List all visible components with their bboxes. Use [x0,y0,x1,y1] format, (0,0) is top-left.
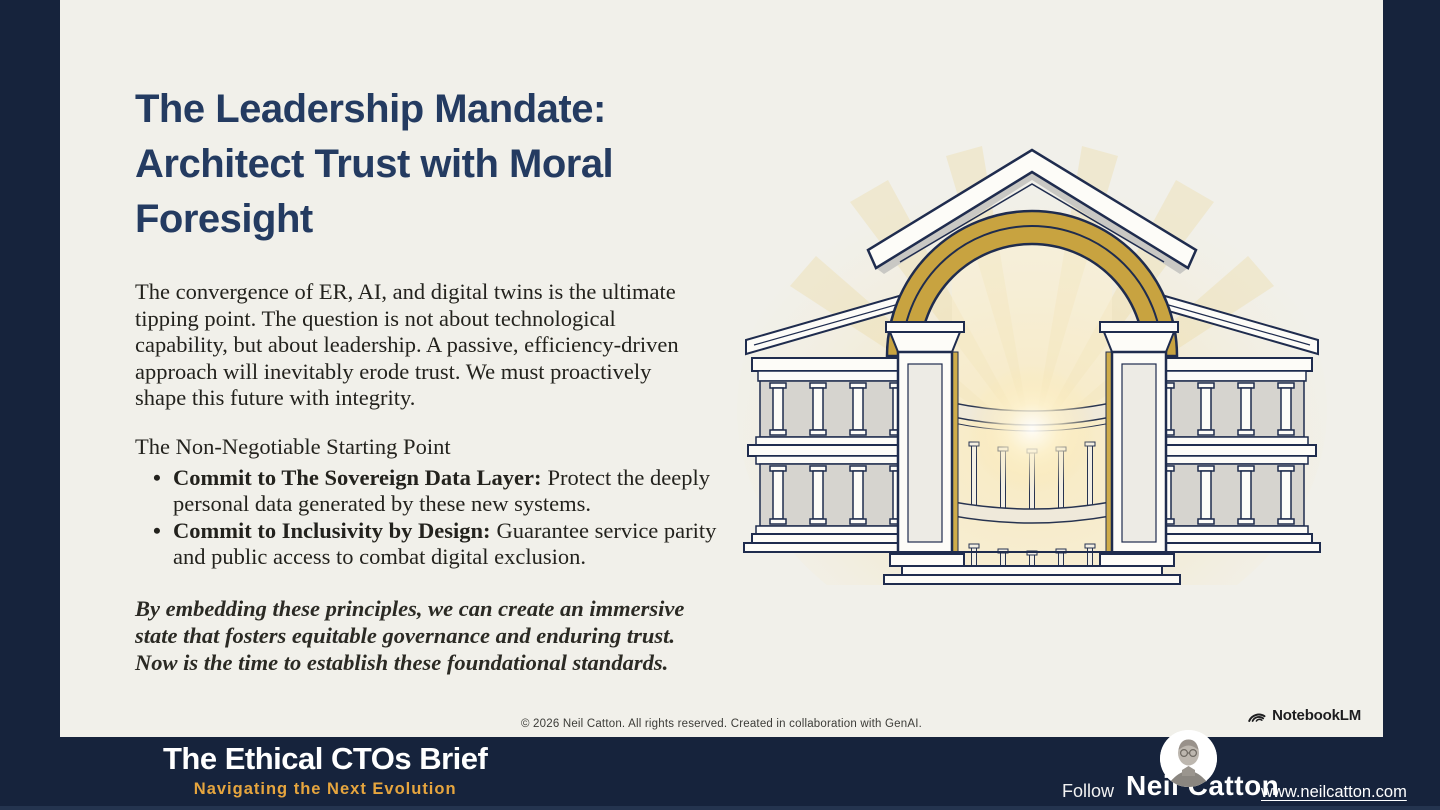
brand-title: The Ethical CTOs Brief [163,741,488,776]
notebooklm-label: NotebookLM [1272,707,1361,724]
right-pillar [1099,321,1179,567]
intro-paragraph: The convergence of ER, AI, and digital t… [135,279,679,411]
building-illustration [737,146,1327,585]
left-pillar [885,321,965,567]
follow-label: Follow [1062,781,1115,801]
avatar-portrait [1160,730,1217,787]
bullet-text: Guarantee service parity and public acce… [173,517,717,570]
bullet-lead: Commit to Inclusivity by Design: [173,517,491,543]
avatar [1160,730,1217,787]
website-link[interactable]: www.neilcatton.com [1261,783,1407,801]
notebooklm-badge: NotebookLM [1247,707,1361,724]
notebooklm-icon [1248,713,1266,722]
list-item: Commit to The Sovereign Data Layer:Prote… [135,465,720,518]
title-line-3: Foresight [135,197,313,241]
title-line-2: Architect Trust with Moral [135,142,614,186]
bullet-lead: Commit to The Sovereign Data Layer: [173,464,542,490]
brand-subtitle: Navigating the Next Evolution [193,780,457,798]
page-title: The Leadership Mandate: Architect Trust … [135,82,755,247]
slide: The Leadership Mandate: Architect Trust … [60,0,1383,737]
copyright-line: © 2026 Neil Catton. All rights reserved.… [520,718,922,730]
title-line-1: The Leadership Mandate: [135,87,606,131]
central-steps [883,565,1181,585]
closing-paragraph: By embedding these principles, we can cr… [135,596,685,675]
glow-core [968,365,1096,493]
pediment [866,148,1198,270]
list-item: Commit to Inclusivity by Design:Guarante… [135,518,720,571]
commitment-list: Commit to The Sovereign Data Layer:Prote… [135,465,720,571]
bottom-edge-highlight [0,806,1440,810]
brand-block: The Ethical CTOs Brief Navigating the Ne… [163,741,488,799]
bullet-text: Protect the deeply personal data generat… [173,464,710,517]
starting-point-section: The Non-Negotiable Starting Point Commit… [135,434,720,571]
list-heading: The Non-Negotiable Starting Point [135,434,451,459]
